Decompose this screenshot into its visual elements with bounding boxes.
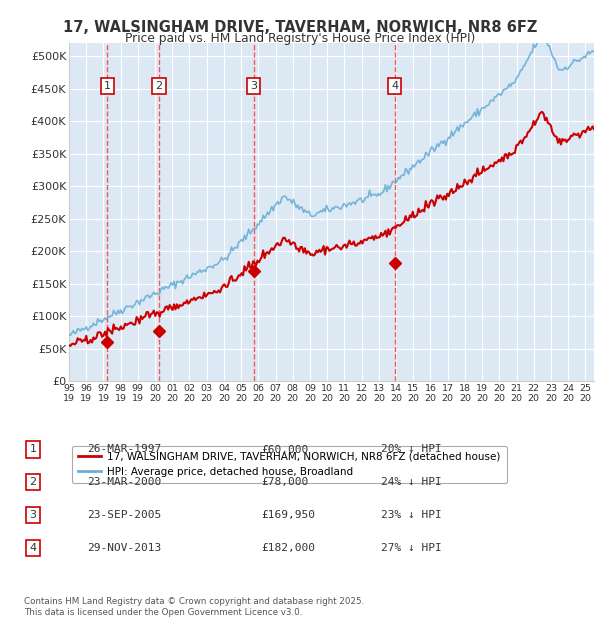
- Text: £169,950: £169,950: [261, 510, 315, 520]
- Text: 2: 2: [155, 81, 163, 91]
- Text: 3: 3: [29, 510, 37, 520]
- Text: 17, WALSINGHAM DRIVE, TAVERHAM, NORWICH, NR8 6FZ: 17, WALSINGHAM DRIVE, TAVERHAM, NORWICH,…: [63, 20, 537, 35]
- Text: £78,000: £78,000: [261, 477, 308, 487]
- Text: Contains HM Land Registry data © Crown copyright and database right 2025.
This d: Contains HM Land Registry data © Crown c…: [24, 598, 364, 617]
- Text: £60,000: £60,000: [261, 445, 308, 454]
- Text: 20% ↓ HPI: 20% ↓ HPI: [381, 445, 442, 454]
- Legend: 17, WALSINGHAM DRIVE, TAVERHAM, NORWICH, NR8 6FZ (detached house), HPI: Average : 17, WALSINGHAM DRIVE, TAVERHAM, NORWICH,…: [71, 446, 506, 483]
- Text: 29-NOV-2013: 29-NOV-2013: [87, 543, 161, 553]
- Text: Price paid vs. HM Land Registry's House Price Index (HPI): Price paid vs. HM Land Registry's House …: [125, 32, 475, 45]
- Text: £182,000: £182,000: [261, 543, 315, 553]
- Text: 26-MAR-1997: 26-MAR-1997: [87, 445, 161, 454]
- Text: 1: 1: [29, 445, 37, 454]
- Text: 1: 1: [104, 81, 111, 91]
- Text: 4: 4: [29, 543, 37, 553]
- Text: 23-MAR-2000: 23-MAR-2000: [87, 477, 161, 487]
- Text: 24% ↓ HPI: 24% ↓ HPI: [381, 477, 442, 487]
- Text: 23-SEP-2005: 23-SEP-2005: [87, 510, 161, 520]
- Text: 3: 3: [250, 81, 257, 91]
- Text: 4: 4: [391, 81, 398, 91]
- Text: 27% ↓ HPI: 27% ↓ HPI: [381, 543, 442, 553]
- Text: 2: 2: [29, 477, 37, 487]
- Text: 23% ↓ HPI: 23% ↓ HPI: [381, 510, 442, 520]
